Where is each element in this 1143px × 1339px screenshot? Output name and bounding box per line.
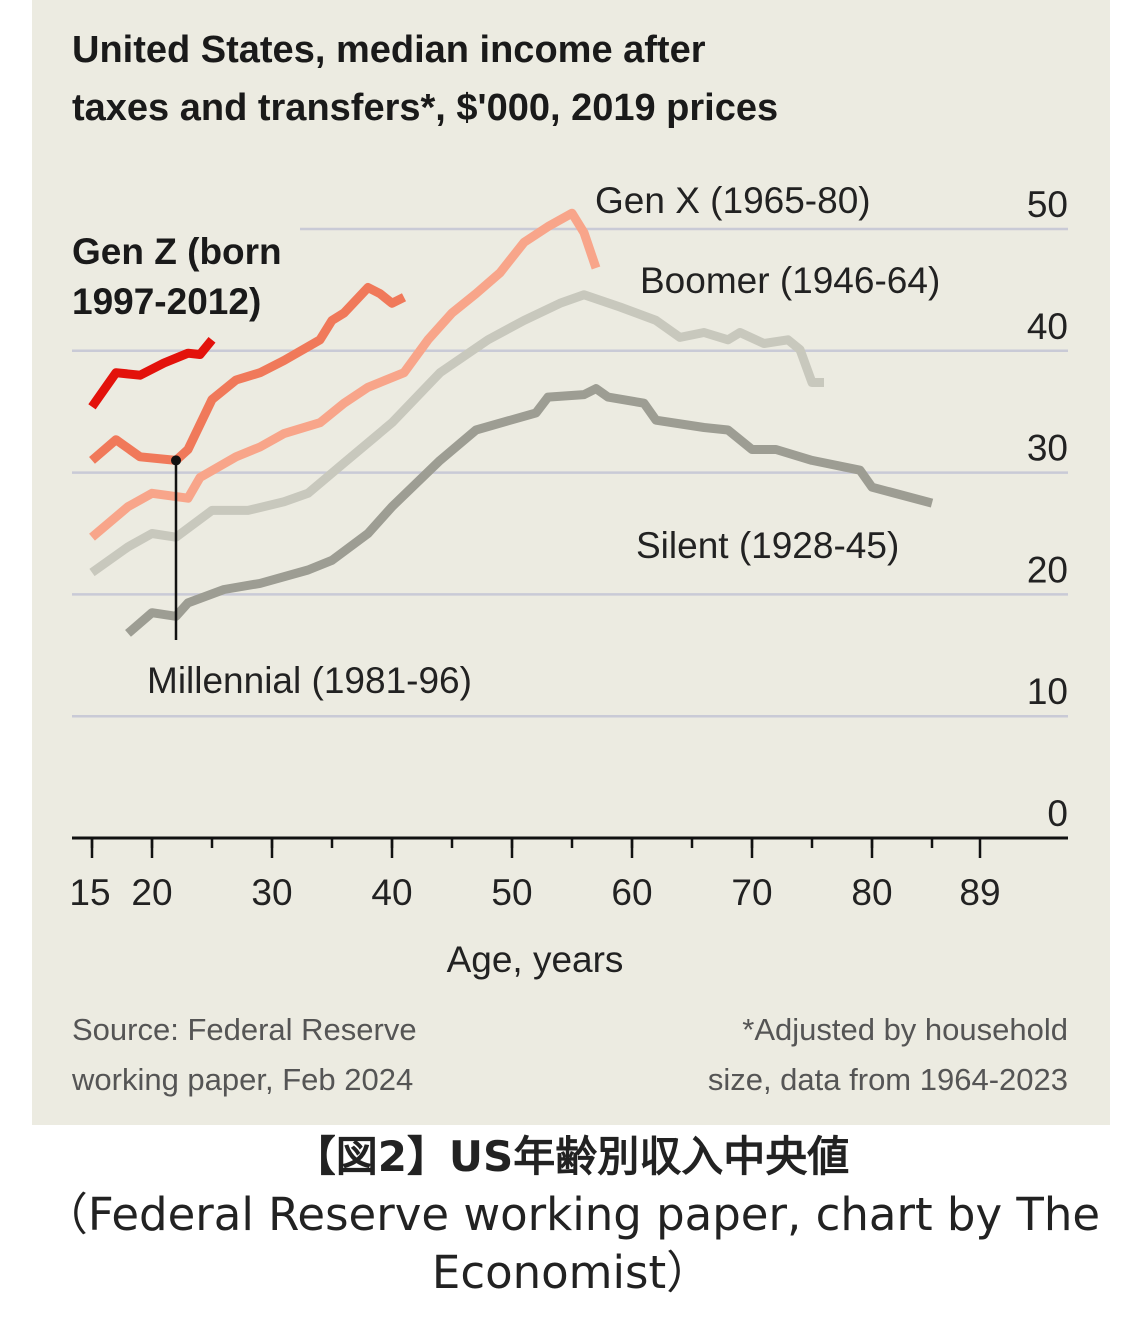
series-line-silent: [125, 384, 934, 637]
caption-title: 【図2】US年齢別収入中央値: [293, 1132, 850, 1181]
x-tick-label: 15: [69, 872, 110, 913]
source-line-2: working paper, Feb 2024: [71, 1062, 413, 1097]
x-tick-label: 50: [491, 872, 532, 913]
line-chart: United States, median income after taxes…: [69, 29, 1068, 1097]
x-tick-label: 40: [371, 872, 412, 913]
x-tick-label: 89: [959, 872, 1000, 913]
marker-dot: [171, 455, 181, 466]
figure-caption: 【図2】US年齢別収入中央値 （Federal Reserve working …: [0, 1128, 1143, 1302]
x-tick-label: 80: [851, 872, 892, 913]
series-label-gen-x: Gen X (1965-80): [595, 180, 871, 221]
series-line-gen-x: [89, 208, 601, 541]
x-tick-label: 70: [731, 872, 772, 913]
y-tick-label: 40: [1027, 306, 1068, 347]
note-line-2: size, data from 1964-2023: [708, 1062, 1068, 1097]
chart-panel: [32, 0, 1110, 1125]
series-label-gen-z-line-1: Gen Z (born: [72, 231, 282, 272]
series-line-millennial: [89, 283, 407, 465]
y-tick-label: 50: [1027, 184, 1068, 225]
x-tick-label: 30: [251, 872, 292, 913]
series-line-gen-z: [88, 336, 216, 410]
x-tick-label: 20: [131, 872, 172, 913]
x-axis-label: Age, years: [447, 939, 624, 980]
series-label-gen-z-line-2: 1997-2012): [72, 281, 261, 322]
series-label-boomer: Boomer (1946-64): [640, 260, 940, 301]
y-tick-label: 0: [1047, 793, 1068, 834]
series-label-silent: Silent (1928-45): [636, 525, 899, 566]
chart-title-line-2: taxes and transfers*, $'000, 2019 prices: [72, 87, 778, 129]
y-tick-label: 10: [1027, 671, 1068, 712]
y-tick-label: 20: [1027, 549, 1068, 590]
series-label-millennial: Millennial (1981-96): [147, 660, 472, 701]
source-line-1: Source: Federal Reserve: [72, 1012, 417, 1047]
x-tick-label: 60: [611, 872, 652, 913]
series-line-boomer: [89, 290, 824, 577]
y-tick-label: 30: [1027, 428, 1068, 469]
note-line-1: *Adjusted by household: [742, 1012, 1068, 1047]
caption-subtitle: （Federal Reserve working paper, chart by…: [42, 1188, 1101, 1299]
chart-title-line-1: United States, median income after: [72, 29, 706, 71]
